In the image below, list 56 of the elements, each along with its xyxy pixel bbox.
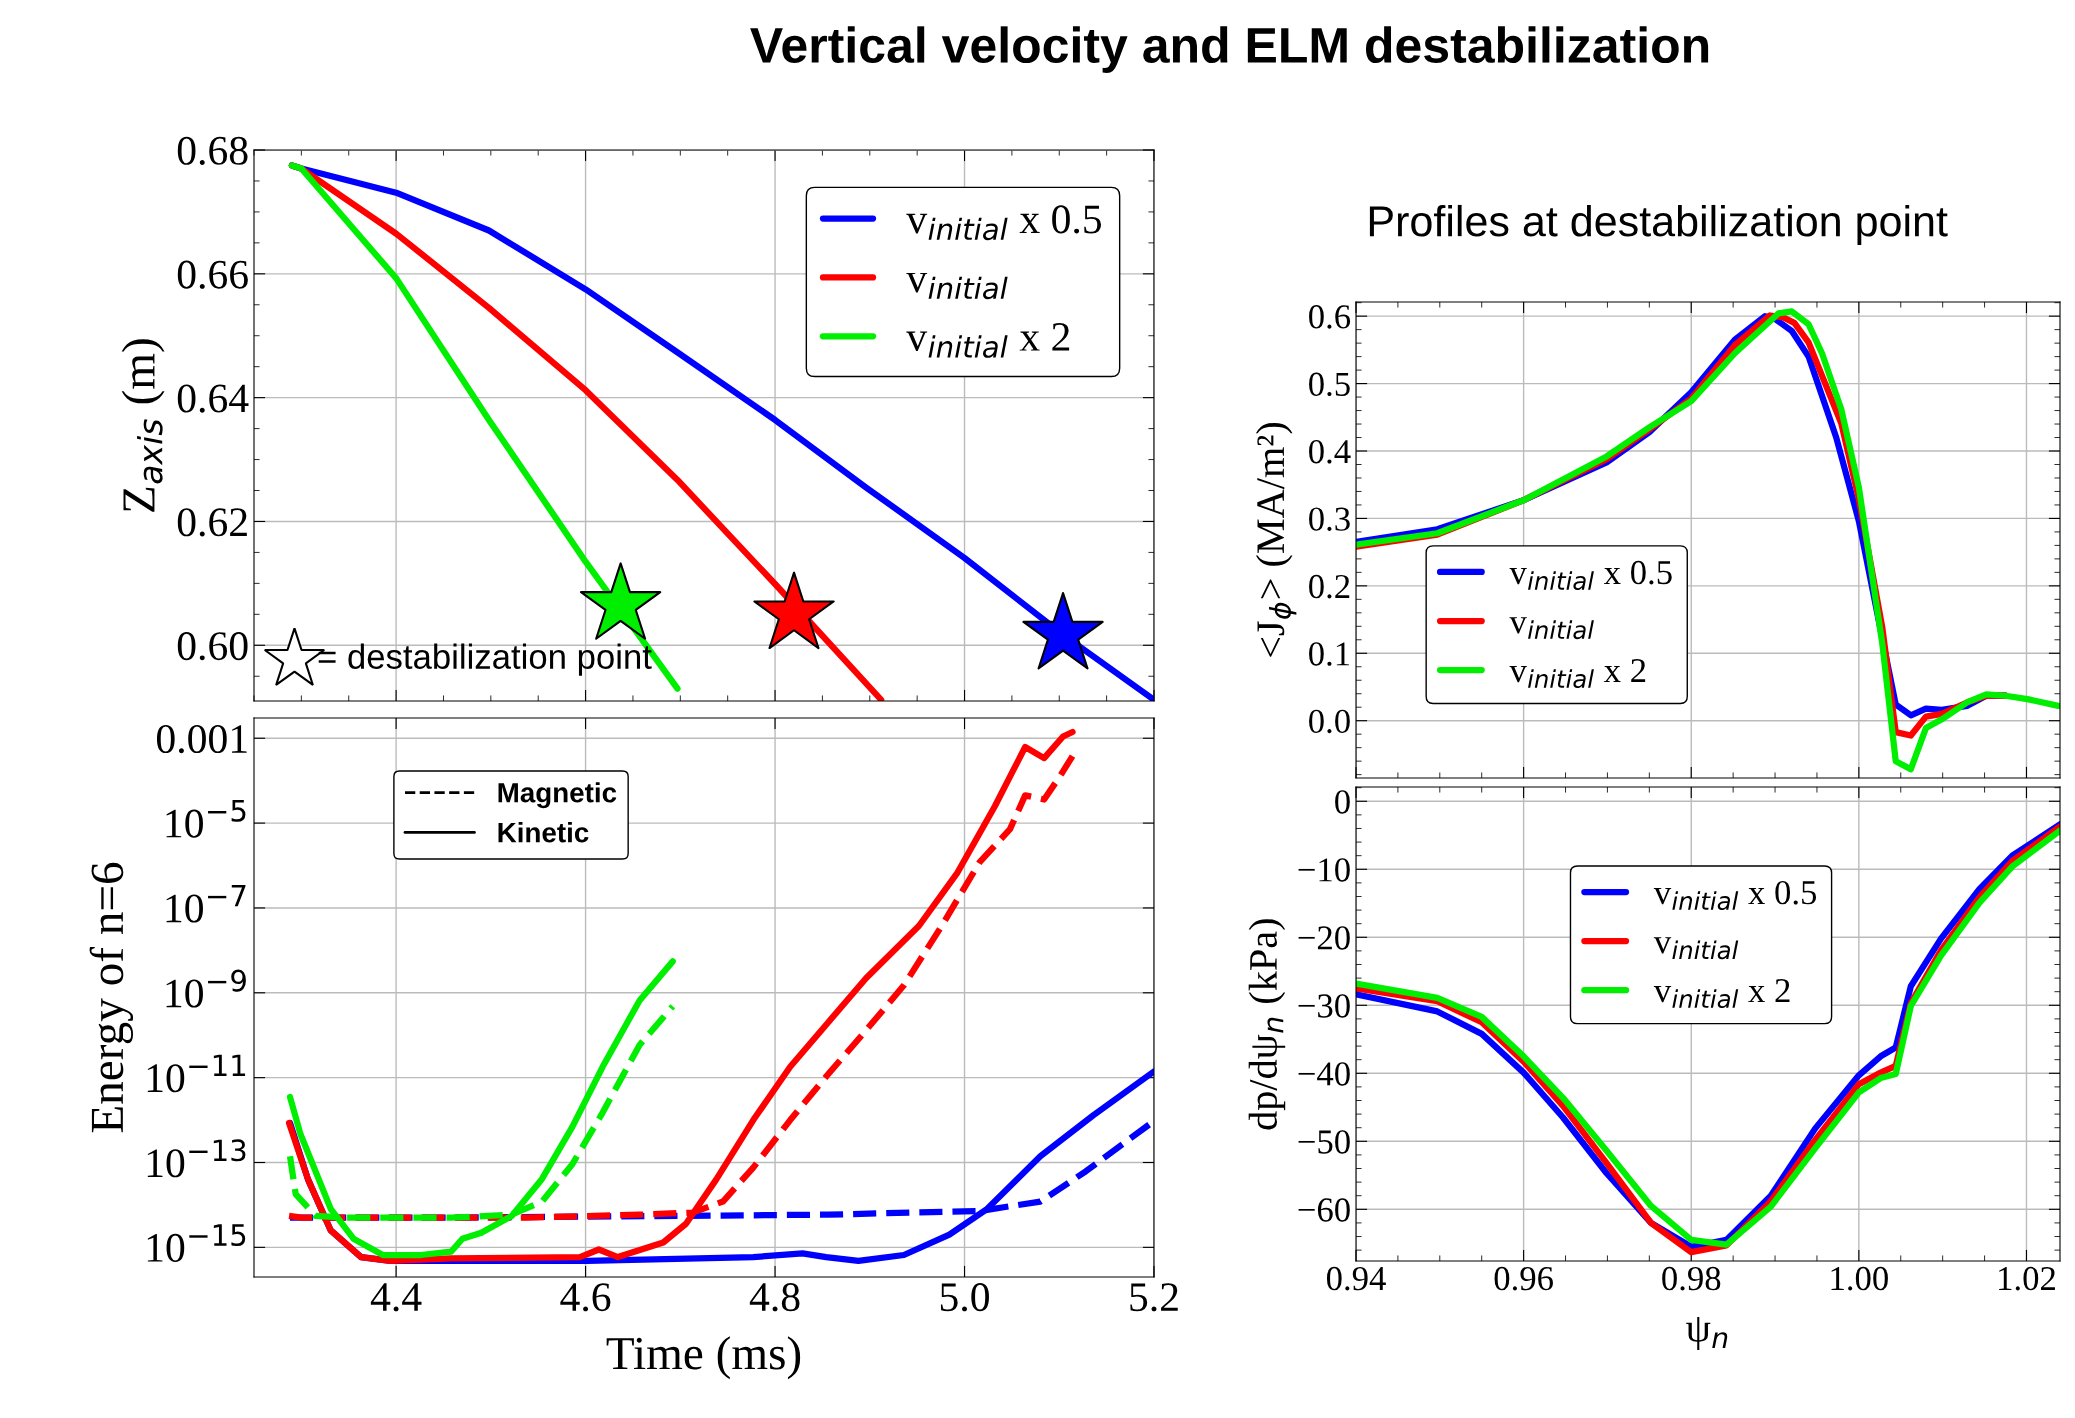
x-axis-title: Time (ms) <box>606 1336 801 1380</box>
y-tick-label: 0.5 <box>1309 372 1350 397</box>
legend-label: v$_{initial}$ <box>1509 617 1594 640</box>
y-tick-label: −10 <box>1298 858 1350 882</box>
x-tick-label: 4.4 <box>370 1283 422 1312</box>
chart-title: Profiles at destabilization point <box>1369 204 1948 246</box>
annotation: = destabilization point <box>318 643 652 676</box>
y-axis-title: <J$_{ϕ}$> (MA/m²) <box>1255 423 1297 657</box>
x-tick-label: 0.98 <box>1662 1266 1721 1291</box>
y-axis-title: Energy of n=6 <box>89 862 134 1133</box>
x-tick-label: 0.96 <box>1494 1266 1553 1291</box>
y-tick-label: 0.68 <box>177 136 248 166</box>
legend-label: Kinetic <box>498 822 589 843</box>
y-tick-label: −30 <box>1298 994 1350 1018</box>
x-tick-label: 0.94 <box>1326 1266 1386 1291</box>
chart-title: Vertical velocity and ELM destabilization <box>750 26 1709 73</box>
y-tick-label: 10$^{−13}$ <box>147 1139 246 1178</box>
y-tick-label: 0.66 <box>177 260 248 289</box>
y-tick-label: −60 <box>1298 1198 1350 1222</box>
y-axis-title: Z$_{axis}$ (m) <box>121 339 165 512</box>
legend-label: Magnetic <box>498 782 617 809</box>
legend-label: v$_{initial}$ x 2 <box>1653 979 1790 1009</box>
x-tick-label: 5.2 <box>1130 1283 1178 1312</box>
y-tick-label: 0.001 <box>156 724 247 754</box>
y-tick-label: 0.1 <box>1309 642 1350 666</box>
legend-label: v$_{initial}$ <box>906 272 1008 300</box>
y-tick-label: 0 <box>1335 790 1350 814</box>
y-tick-label: 10$^{−11}$ <box>147 1054 246 1093</box>
y-tick-label: 0.2 <box>1309 574 1350 599</box>
y-tick-label: 10$^{−5}$ <box>166 800 246 838</box>
y-tick-label: 10$^{−7}$ <box>166 884 246 923</box>
y-tick-label: −20 <box>1298 926 1350 950</box>
y-tick-label: 0.64 <box>177 384 249 413</box>
y-tick-label: 10$^{−15}$ <box>147 1224 246 1262</box>
x-tick-label: 5.0 <box>940 1283 989 1312</box>
y-tick-label: 0.0 <box>1309 709 1350 734</box>
y-tick-label: 0.4 <box>1309 439 1351 464</box>
legend-label: v$_{initial}$ x 2 <box>1509 658 1646 689</box>
x-tick-label: 4.6 <box>560 1283 611 1312</box>
legend-label: v$_{initial}$ x 0.5 <box>1653 880 1817 911</box>
y-tick-label: −40 <box>1298 1062 1350 1086</box>
x-tick-label: 1.00 <box>1831 1266 1888 1291</box>
legend-label: v$_{initial}$ x 0.5 <box>906 205 1102 241</box>
y-tick-label: 0.6 <box>1309 305 1351 329</box>
legend-label: v$_{initial}$ x 0.5 <box>1509 560 1672 590</box>
x-tick-label: 1.02 <box>1999 1266 2055 1291</box>
legend-label: v$_{initial}$ x 2 <box>906 323 1070 358</box>
x-tick-label: 4.8 <box>749 1283 800 1312</box>
y-tick-label: 10$^{−9}$ <box>166 969 246 1008</box>
legend-label: v$_{initial}$ <box>1653 937 1739 960</box>
y-axis-title: dp/dψ$_{n}$ (kPa) <box>1248 919 1286 1130</box>
y-tick-label: 0.62 <box>177 508 247 537</box>
y-tick-label: 0.60 <box>177 632 248 661</box>
x-axis-title: ψ$_{n}$ <box>1686 1317 1728 1350</box>
y-tick-label: 0.3 <box>1309 507 1350 531</box>
y-tick-label: −50 <box>1298 1130 1350 1154</box>
